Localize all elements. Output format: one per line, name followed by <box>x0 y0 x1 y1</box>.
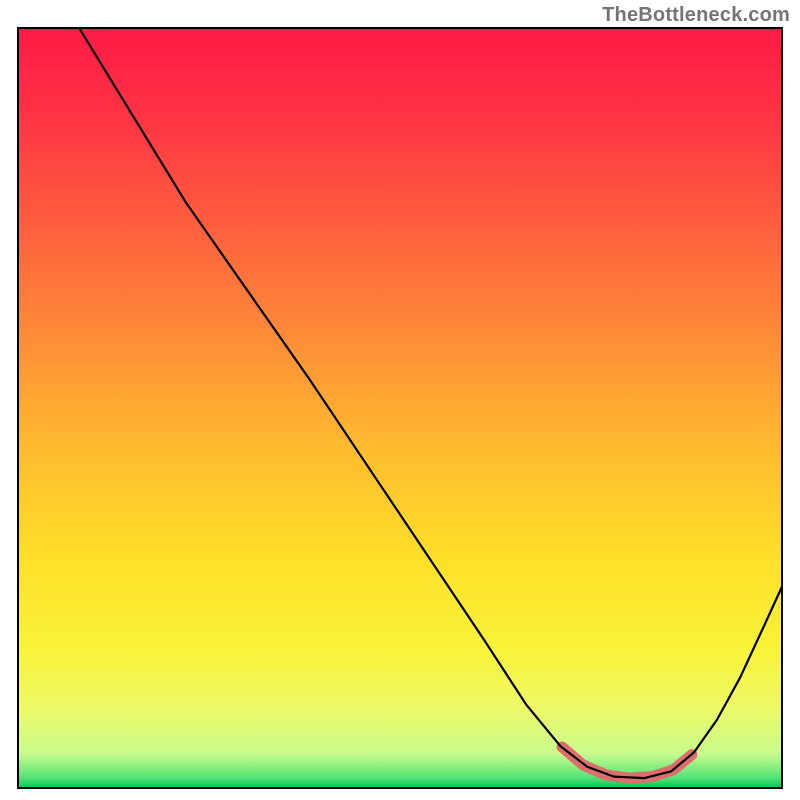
bottleneck-chart <box>0 0 800 800</box>
chart-container: TheBottleneck.com <box>0 0 800 800</box>
plot-area <box>18 28 782 788</box>
gradient-background <box>18 28 782 788</box>
